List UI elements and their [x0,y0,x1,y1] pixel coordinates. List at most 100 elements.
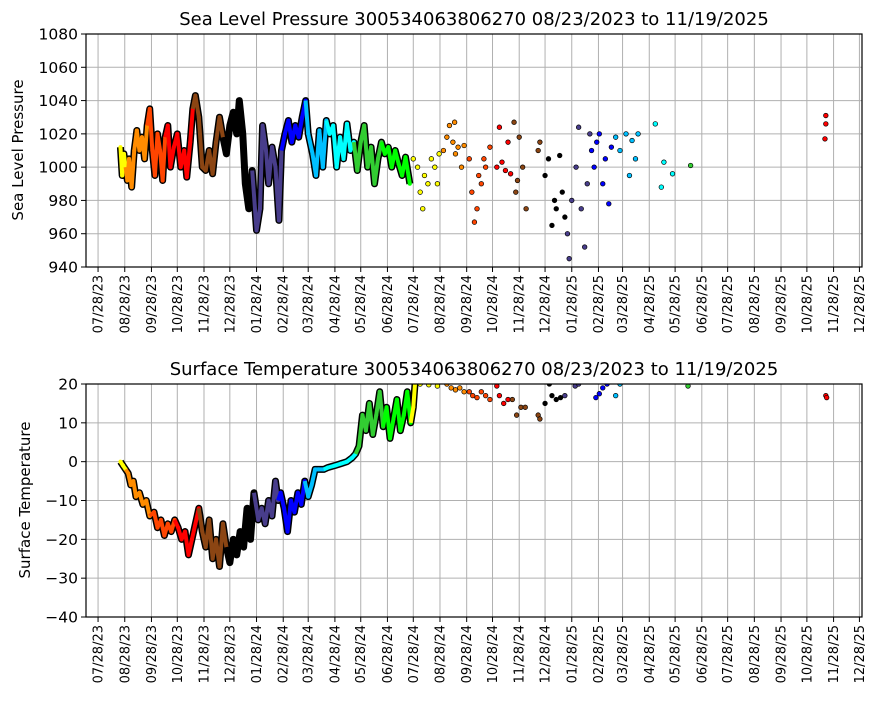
data-point [210,556,215,561]
data-point [582,244,588,250]
data-point [256,517,261,522]
data-point [450,139,456,145]
data-point [516,134,522,140]
data-point [562,214,568,220]
data-point [635,131,641,137]
x-tick-label: 09/28/25 [775,625,790,683]
data-point [476,172,482,179]
data-point [338,135,343,140]
data-point [446,122,453,129]
data-point [186,552,191,557]
data-point [313,173,318,178]
y-tick-label: 1080 [39,26,78,44]
data-point [629,137,635,144]
data-point [478,389,484,395]
data-point [234,131,239,136]
series-line [118,147,128,178]
data-point [203,168,208,173]
x-tick-label: 07/28/23 [92,275,107,333]
data-point [374,413,379,418]
data-point [687,162,694,169]
data-point [306,131,311,136]
x-tick-label: 11/28/23 [197,625,212,683]
data-point [478,181,484,187]
data-point [139,135,144,140]
data-point [520,164,526,170]
data-point [494,384,500,389]
data-point [278,490,283,495]
x-tick-label: 09/28/25 [775,275,790,333]
data-point [466,389,472,395]
data-point [129,185,134,190]
data-point [127,156,132,161]
data-point [461,142,467,149]
data-point [182,148,187,153]
data-point [350,455,355,460]
x-tick-label: 12/28/23 [223,275,238,333]
data-point [289,140,294,145]
data-point [522,404,528,410]
data-point [559,189,565,195]
data-point [234,552,239,557]
data-point [152,510,157,515]
x-tick-label: 05/28/25 [669,275,684,333]
data-point [285,529,290,534]
data-point [382,151,387,156]
data-point [407,181,412,186]
data-point [578,206,584,212]
data-point [309,482,314,487]
data-point [403,155,408,160]
series-line [172,507,201,557]
data-point [389,165,394,170]
data-point [224,151,229,156]
data-point [367,401,372,406]
y-tick-label: 20 [58,376,78,394]
data-point [220,521,225,526]
data-point [188,140,193,145]
data-point [160,178,165,183]
plot-area [117,384,830,571]
data-point [121,463,126,468]
data-point [150,148,155,153]
data-point [370,432,375,437]
data-point [474,206,480,212]
y-tick-label: −30 [45,570,78,588]
data-point [487,144,493,150]
data-point [266,181,271,186]
data-point [502,167,509,174]
x-tick-label: 03/28/25 [616,275,631,333]
data-point [282,506,287,511]
data-point [587,131,593,137]
data-point [196,115,201,120]
data-point [331,123,336,128]
data-point [549,393,555,399]
data-point [369,145,374,150]
data-point [126,471,131,476]
series-line [145,106,168,183]
data-point [362,123,367,128]
data-point [542,400,548,407]
data-point [326,465,331,470]
data-point [125,178,130,183]
data-point [193,521,198,526]
data-point [394,397,399,402]
data-point [428,156,435,162]
series-line [190,93,225,176]
data-point [505,396,511,403]
data-point [246,206,251,211]
data-point [494,164,500,170]
y-tick-label: −10 [45,492,78,510]
plot-area [116,92,829,262]
data-point [386,145,391,150]
x-tick-label: 04/28/25 [643,625,658,683]
data-point [523,206,529,212]
data-point [217,115,222,120]
data-point [458,164,465,170]
data-point [300,115,305,120]
y-tick-label: 10 [58,414,78,432]
data-point [608,144,615,150]
x-tick-label: 09/28/23 [145,625,160,683]
x-tick-label: 01/28/24 [250,625,265,683]
data-point [421,172,428,179]
y-tick-label: 940 [48,259,78,277]
